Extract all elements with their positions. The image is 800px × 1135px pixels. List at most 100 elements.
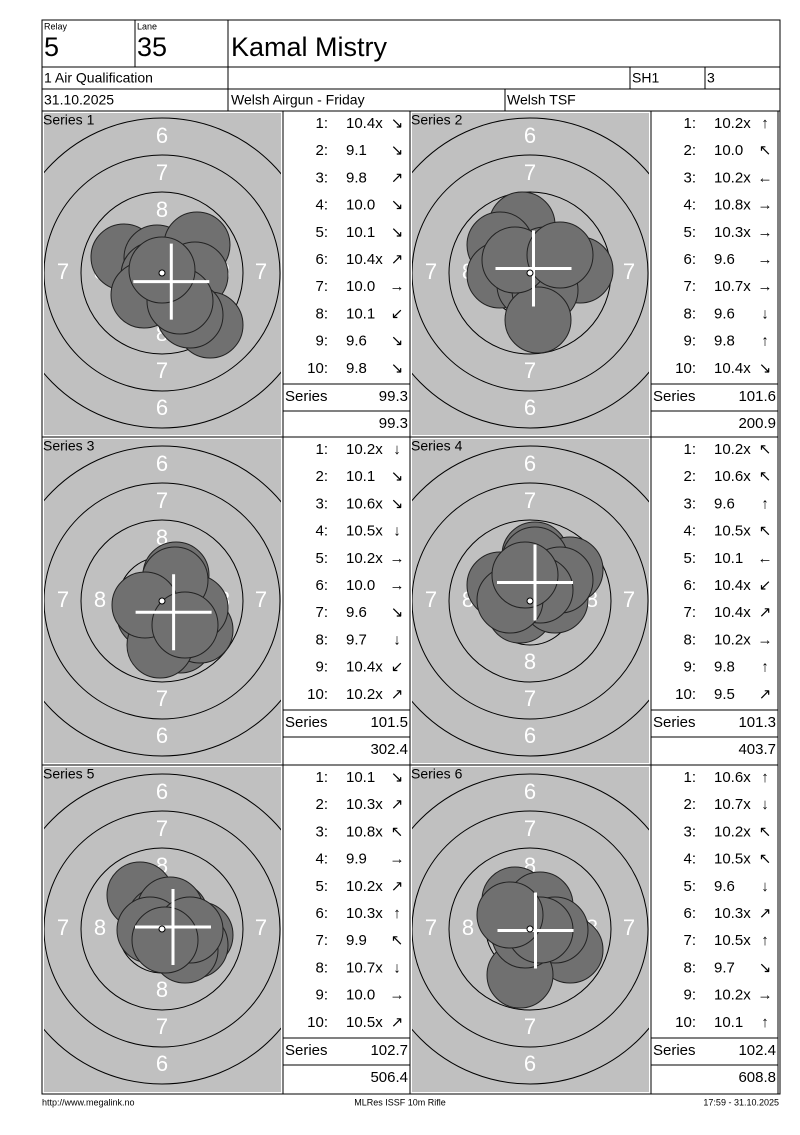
running-total: 99.3 [379, 415, 408, 432]
shot-direction: ↓ [761, 305, 769, 322]
shot-score: 9.1 [346, 142, 367, 159]
series-total: 101.6 [738, 388, 776, 405]
shot-number: 5: [683, 224, 696, 241]
ring-label: 6 [292, 915, 304, 940]
shot-number: 2: [683, 468, 696, 485]
competition: Welsh Airgun - Friday [231, 92, 365, 108]
shot-direction: ↘ [391, 142, 404, 159]
shot-score: 10.2x [346, 686, 383, 703]
shot-score: 9.9 [346, 932, 367, 949]
shot-number: 9: [683, 333, 696, 350]
shot-score: 10.3x [346, 905, 383, 922]
shot-direction: ↓ [761, 796, 769, 813]
shot-score: 10.7x [346, 959, 383, 976]
shot-score: 10.6x [714, 769, 751, 786]
shot-direction: ↗ [391, 1014, 404, 1031]
ring-label: 7 [255, 587, 267, 612]
lane-label: Lane [137, 21, 157, 31]
ring [80, 191, 244, 355]
shot-score: 10.5x [714, 851, 751, 868]
shot-number: 1: [683, 769, 696, 786]
shot-number: 1: [315, 441, 328, 458]
shot-score: 10.4x [714, 577, 751, 594]
shot-number: 9: [683, 987, 696, 1004]
shot-number: 6: [315, 251, 328, 268]
shot-score: 10.4x [714, 360, 751, 377]
shot-score: 10.4x [346, 251, 383, 268]
shot-direction: ↗ [391, 169, 404, 186]
series-title: Series 3 [43, 438, 95, 454]
ring-label: 7 [524, 358, 536, 383]
target-centre [526, 269, 534, 277]
shot-number: 10: [675, 686, 696, 703]
shot-number: 10: [675, 1014, 696, 1031]
shot-score: 10.3x [714, 224, 751, 241]
shot-score: 10.0 [346, 278, 375, 295]
event: 1 Air Qualification [44, 70, 153, 86]
footer-url: http://www.megalink.no [42, 1097, 135, 1107]
ring-label: 6 [660, 915, 672, 940]
shot-direction: ↙ [759, 577, 772, 594]
shot-direction: → [390, 550, 405, 567]
target: 666677778888 [412, 113, 649, 435]
ring-label: 7 [255, 259, 267, 284]
ring-label: 7 [156, 160, 168, 185]
shot-direction: → [390, 851, 405, 868]
date: 31.10.2025 [44, 92, 114, 108]
shot-score: 10.2x [714, 441, 751, 458]
shot-number: 9: [683, 659, 696, 676]
shot-direction: ↘ [759, 360, 772, 377]
ring-label: 6 [524, 723, 536, 748]
shot-direction: ↗ [391, 878, 404, 895]
shot-direction: → [390, 987, 405, 1004]
ring-label: 7 [623, 259, 635, 284]
shot-score: 10.3x [346, 796, 383, 813]
shot-direction: ↓ [761, 878, 769, 895]
shot-score: 9.8 [714, 333, 735, 350]
shot-hole [151, 591, 219, 659]
shot-number: 8: [683, 959, 696, 976]
ring-label: 7 [156, 686, 168, 711]
shot-hole [476, 881, 544, 949]
series-total: 102.4 [738, 1042, 776, 1059]
shot-direction: ↖ [759, 441, 772, 458]
series-label: Series [653, 714, 696, 731]
shot-direction: ↘ [391, 360, 404, 377]
running-total: 200.9 [738, 415, 776, 432]
shot-score: 9.6 [714, 251, 735, 268]
ring-label: 8 [462, 915, 474, 940]
shot-number: 8: [683, 631, 696, 648]
ring-label: 7 [57, 915, 69, 940]
shot-direction: ↑ [761, 495, 769, 512]
shot-number: 7: [315, 278, 328, 295]
shot-score: 9.8 [714, 659, 735, 676]
shot-score: 10.8x [346, 823, 383, 840]
ring [412, 482, 649, 720]
shot-direction: ↖ [759, 823, 772, 840]
class-no: 3 [707, 70, 715, 86]
shot-number: 9: [315, 987, 328, 1004]
shot-number: 4: [315, 851, 328, 868]
series-title: Series 4 [411, 438, 463, 454]
series-total: 101.5 [370, 714, 408, 731]
ring-label: 6 [524, 123, 536, 148]
ring-label: 7 [425, 587, 437, 612]
shot-number: 5: [683, 878, 696, 895]
series-label: Series [285, 388, 328, 405]
ring-label: 6 [156, 451, 168, 476]
ring-label: 8 [156, 197, 168, 222]
shot-direction: → [390, 278, 405, 295]
shot-score: 10.1 [714, 550, 743, 567]
shot-direction: ↑ [761, 659, 769, 676]
shot-direction: ↗ [391, 686, 404, 703]
shot-number: 5: [315, 550, 328, 567]
ring [412, 810, 649, 1048]
shot-number: 6: [315, 905, 328, 922]
series-label: Series [653, 1042, 696, 1059]
shot-number: 4: [683, 523, 696, 540]
shot-number: 4: [683, 197, 696, 214]
shot-direction: ↓ [393, 631, 401, 648]
shot-direction: → [758, 631, 773, 648]
club: Welsh TSF [507, 92, 576, 108]
